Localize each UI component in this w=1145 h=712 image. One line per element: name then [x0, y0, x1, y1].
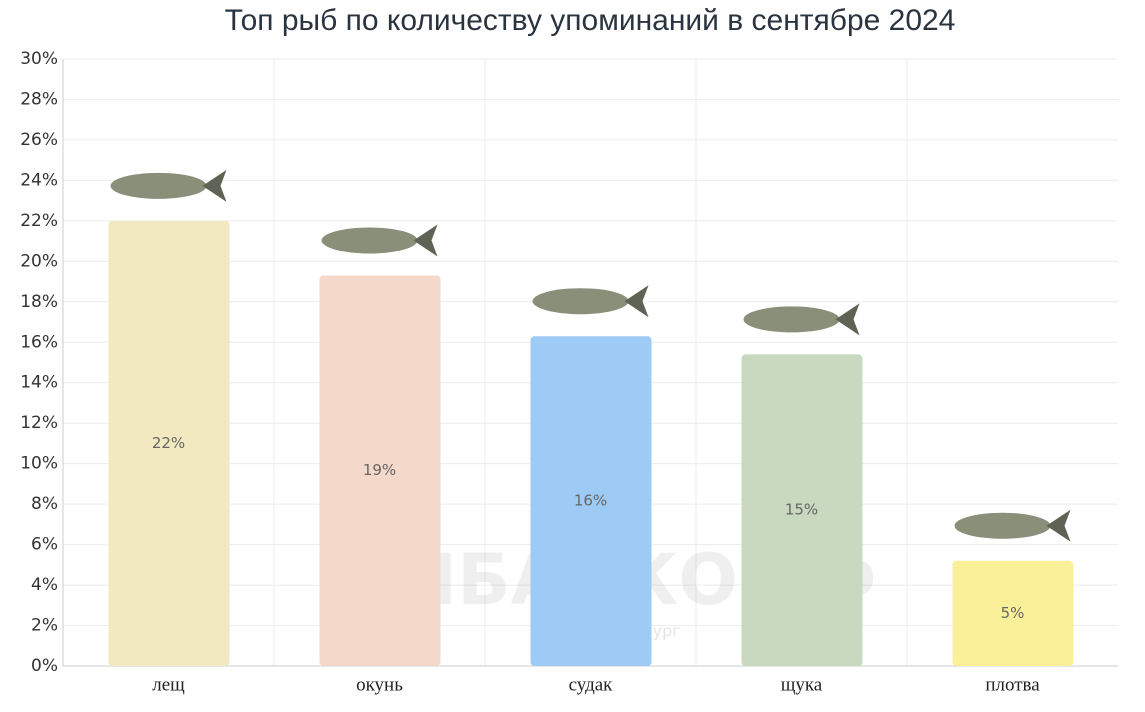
bar	[108, 220, 230, 666]
fish-icon	[321, 224, 438, 257]
fish-icon	[532, 285, 649, 318]
value-label: 16%	[574, 492, 607, 510]
y-tick-label: 4%	[31, 575, 58, 595]
value-label: 22%	[152, 434, 185, 452]
bar	[741, 354, 863, 666]
y-tick-label: 14%	[20, 373, 58, 393]
y-tick-label: 8%	[31, 494, 58, 514]
y-tick-label: 22%	[20, 211, 58, 231]
x-tick-label: судак	[569, 674, 614, 695]
bar	[952, 560, 1074, 666]
bar	[530, 336, 652, 666]
fish-icon	[954, 509, 1071, 542]
fish-icon	[743, 303, 860, 336]
y-tick-label: 16%	[20, 332, 58, 352]
x-tick-label: плотва	[985, 674, 1040, 695]
y-tick-label: 0%	[31, 656, 58, 676]
bar	[319, 275, 441, 666]
value-label: 19%	[363, 461, 396, 479]
x-tick-label: щука	[781, 674, 823, 695]
y-tick-label: 18%	[20, 292, 58, 312]
value-label: 5%	[1001, 604, 1025, 622]
y-tick-label: 26%	[20, 130, 58, 150]
y-tick-label: 24%	[20, 170, 58, 190]
y-tick-label: 28%	[20, 89, 58, 109]
value-label: 15%	[785, 501, 818, 519]
chart-title: Топ рыб по количеству упоминаний в сентя…	[225, 4, 956, 37]
y-tick-label: 2%	[31, 616, 58, 636]
fish-icon	[110, 169, 227, 202]
y-tick-label: 10%	[20, 454, 58, 474]
x-tick-label: лещ	[152, 674, 185, 695]
y-tick-label: 20%	[20, 251, 58, 271]
y-tick-label: 30%	[20, 49, 58, 69]
y-tick-label: 6%	[31, 535, 58, 555]
x-tick-label: окунь	[356, 674, 403, 695]
y-tick-label: 12%	[20, 413, 58, 433]
